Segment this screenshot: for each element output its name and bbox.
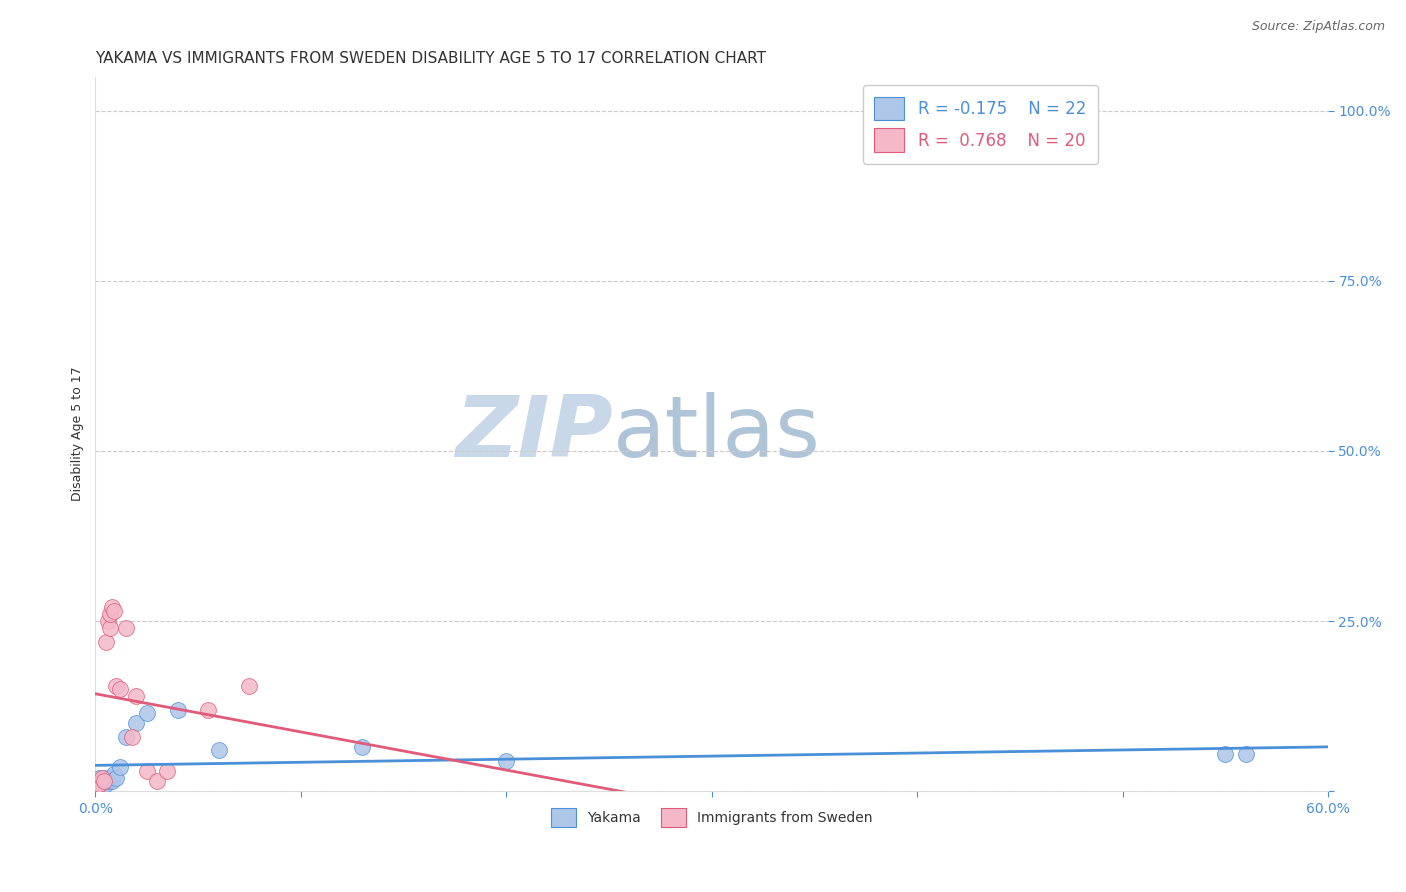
Point <box>135 706 157 720</box>
Point <box>104 679 127 693</box>
Point <box>166 703 188 717</box>
Point <box>238 679 260 693</box>
Point <box>1234 747 1257 761</box>
Point <box>89 780 111 795</box>
Point <box>146 774 169 789</box>
Point <box>93 774 115 789</box>
Point <box>89 771 111 785</box>
Point <box>94 777 117 791</box>
Point <box>115 621 138 635</box>
Point <box>101 774 124 789</box>
Point <box>108 760 131 774</box>
Point <box>156 764 179 778</box>
Point <box>101 600 124 615</box>
Point <box>495 754 517 768</box>
Point <box>93 771 115 785</box>
Point <box>90 779 112 793</box>
Point <box>90 771 112 785</box>
Point <box>97 774 120 789</box>
Point <box>103 767 125 781</box>
Point <box>89 777 111 791</box>
Point <box>125 716 148 731</box>
Point <box>197 703 219 717</box>
Point <box>98 607 121 622</box>
Point <box>103 604 125 618</box>
Text: Source: ZipAtlas.com: Source: ZipAtlas.com <box>1251 20 1385 33</box>
Point <box>104 771 127 785</box>
Point <box>94 634 117 648</box>
Point <box>1213 747 1236 761</box>
Point <box>125 689 148 703</box>
Point <box>86 777 108 791</box>
Point <box>90 774 112 789</box>
Point <box>86 780 108 795</box>
Point <box>121 730 143 744</box>
Point <box>207 743 229 757</box>
Point <box>98 771 121 785</box>
Point <box>98 621 121 635</box>
Point <box>108 682 131 697</box>
Text: YAKAMA VS IMMIGRANTS FROM SWEDEN DISABILITY AGE 5 TO 17 CORRELATION CHART: YAKAMA VS IMMIGRANTS FROM SWEDEN DISABIL… <box>96 51 766 66</box>
Legend: Yakama, Immigrants from Sweden: Yakama, Immigrants from Sweden <box>544 801 880 834</box>
Text: ZIP: ZIP <box>456 392 613 475</box>
Text: atlas: atlas <box>613 392 821 475</box>
Y-axis label: Disability Age 5 to 17: Disability Age 5 to 17 <box>72 367 84 501</box>
Point <box>97 614 120 628</box>
Point <box>135 764 157 778</box>
Point <box>115 730 138 744</box>
Point <box>352 739 374 754</box>
